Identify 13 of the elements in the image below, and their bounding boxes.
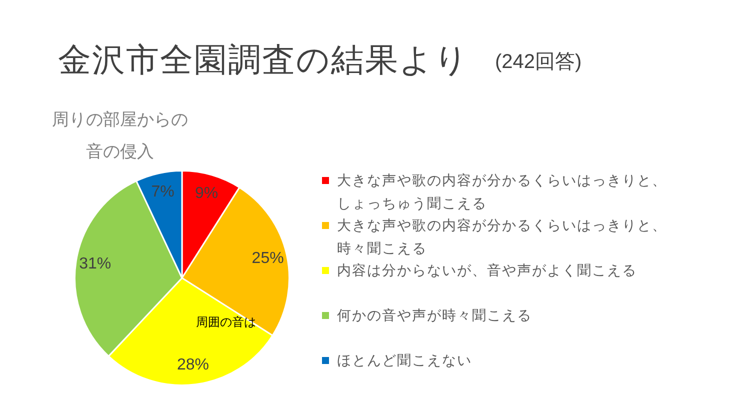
- data-label: 25%: [252, 250, 284, 268]
- data-label: 9%: [194, 184, 218, 202]
- legend-label: 大きな声や歌の内容が分かるくらいはっきりと、しょっちゅう聞こえる: [337, 171, 668, 212]
- data-label: 28%: [177, 356, 210, 374]
- legend-label: ほとんど聞こえない: [337, 351, 473, 370]
- text: (242回答): [495, 50, 582, 75]
- data-label: 31%: [79, 256, 112, 273]
- chart-title: 金沢市全園調査の結果より: [58, 40, 469, 80]
- chart-subtitle: 周りの部屋からの音の侵入: [51, 109, 189, 163]
- legend-label: 内容は分からないが、音や声がよく聞こえる: [337, 261, 638, 280]
- legend-label: 何かの音や声が時々聞こえる: [337, 306, 533, 325]
- data-label: 7%: [151, 184, 174, 201]
- legend-label: 大きな声や歌の内容が分かるくらいはっきりと、時々聞こえる: [337, 216, 668, 258]
